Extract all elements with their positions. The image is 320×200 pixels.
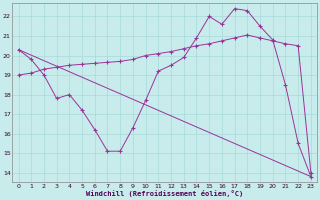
X-axis label: Windchill (Refroidissement éolien,°C): Windchill (Refroidissement éolien,°C) — [86, 190, 243, 197]
